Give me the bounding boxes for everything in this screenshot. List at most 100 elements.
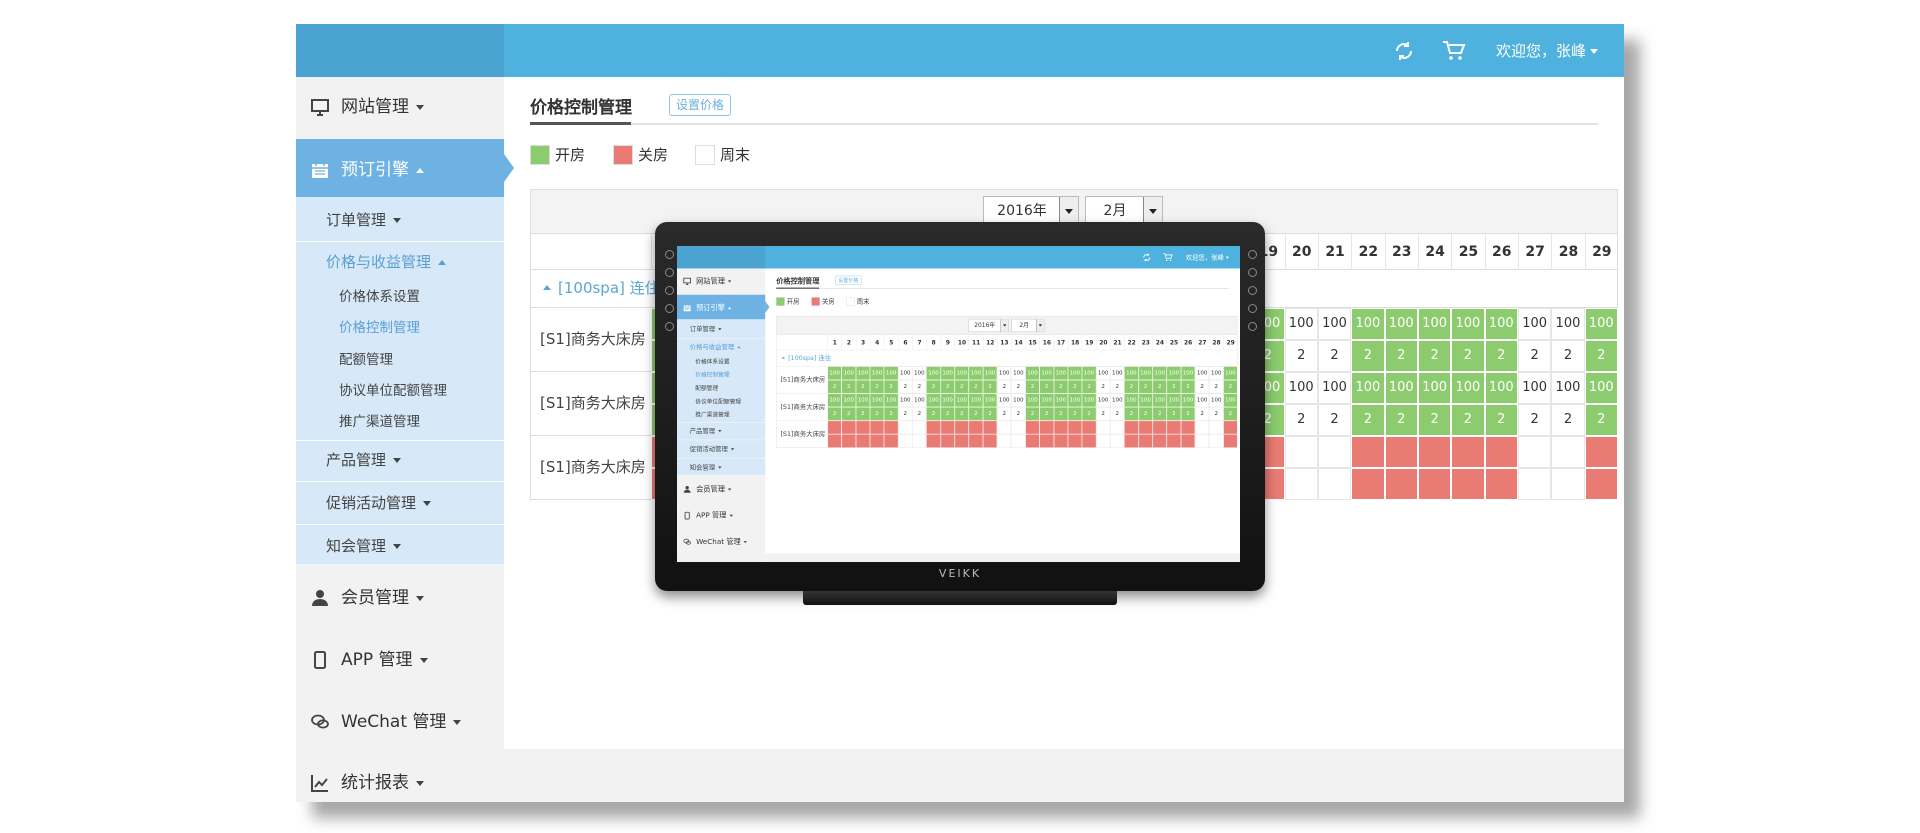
day-cell[interactable]: 2: [1484, 404, 1518, 436]
set-price-button[interactable]: 设置价格: [669, 94, 731, 116]
day-cell[interactable]: 2: [1551, 340, 1585, 372]
day-cell: [1011, 434, 1026, 448]
submenu-link[interactable]: 价格控制管理: [339, 320, 420, 336]
day-cell[interactable]: 2: [1484, 340, 1518, 372]
day-cell[interactable]: 100: [1284, 308, 1318, 340]
day-cell[interactable]: [1351, 436, 1385, 468]
submenu-item[interactable]: 知会管理: [326, 534, 402, 558]
menu-item[interactable]: 会员管理: [341, 583, 424, 613]
menu-label: 价格与收益管理: [326, 253, 432, 271]
day-cell[interactable]: [1517, 468, 1552, 500]
day-cell[interactable]: 100: [1317, 308, 1352, 340]
day-cell[interactable]: 2: [1284, 340, 1318, 372]
day-cell: 100: [898, 366, 913, 380]
day-cell[interactable]: 2: [1351, 404, 1385, 436]
day-cell[interactable]: [1417, 468, 1452, 500]
day-cell[interactable]: [1551, 436, 1585, 468]
day-cell[interactable]: [1484, 468, 1518, 500]
day-cell: 100: [1025, 393, 1040, 408]
menu-item[interactable]: 网站管理: [341, 92, 424, 122]
day-cell[interactable]: 100: [1384, 372, 1418, 404]
day-cell[interactable]: 2: [1384, 340, 1418, 372]
monitor-icon: [683, 277, 691, 286]
menu-item[interactable]: 统计报表: [341, 768, 424, 798]
menu-label: 产品管理: [689, 427, 716, 435]
day-cell[interactable]: [1584, 468, 1618, 500]
day-cell[interactable]: 100: [1317, 372, 1352, 404]
day-cell[interactable]: [1484, 436, 1518, 468]
day-cell: [954, 434, 969, 448]
day-cell[interactable]: [1351, 468, 1385, 500]
day-cell: [1053, 420, 1068, 435]
submenu-link[interactable]: 推广渠道管理: [339, 414, 420, 430]
day-cell[interactable]: [1284, 436, 1318, 468]
day-cell[interactable]: 2: [1417, 340, 1452, 372]
day-cell[interactable]: [1384, 468, 1418, 500]
title-underline: [776, 287, 820, 289]
day-cell[interactable]: 100: [1517, 372, 1552, 404]
day-cell[interactable]: 2: [1517, 340, 1552, 372]
day-cell[interactable]: 100: [1417, 372, 1452, 404]
day-cell[interactable]: 2: [1317, 404, 1352, 436]
submenu-item[interactable]: 产品管理: [326, 448, 402, 472]
submenu-item[interactable]: 价格与收益管理: [326, 250, 447, 274]
month-select[interactable]: 2月: [1085, 196, 1163, 227]
day-cell[interactable]: 2: [1584, 404, 1618, 436]
day-cell[interactable]: 100: [1417, 308, 1452, 340]
submenu-link[interactable]: 协议单位配额管理: [339, 383, 447, 399]
menu-item[interactable]: 预订引擎: [341, 155, 424, 185]
submenu-link[interactable]: 配额管理: [339, 352, 393, 368]
refresh-icon[interactable]: [1392, 39, 1416, 63]
day-cell[interactable]: [1317, 436, 1352, 468]
day-cell[interactable]: 100: [1551, 372, 1585, 404]
day-cell: 2: [1209, 379, 1224, 394]
day-cell[interactable]: [1451, 468, 1485, 500]
day-cell[interactable]: 100: [1584, 308, 1618, 340]
day-cell[interactable]: [1417, 436, 1452, 468]
day-cell[interactable]: 100: [1351, 308, 1385, 340]
submenu-item[interactable]: 促销活动管理: [326, 491, 432, 515]
day-cell: 100: [1067, 393, 1082, 408]
day-cell[interactable]: 2: [1417, 404, 1452, 436]
cart-icon[interactable]: [1441, 38, 1467, 64]
day-cell[interactable]: [1584, 436, 1618, 468]
day-cell[interactable]: [1284, 468, 1318, 500]
day-cell[interactable]: 100: [1517, 308, 1552, 340]
day-cell: [1011, 420, 1026, 435]
menu-item[interactable]: WeChat 管理: [341, 707, 462, 737]
arrow-glyph: [1065, 209, 1073, 214]
submenu-item[interactable]: 订单管理: [326, 208, 402, 232]
day-cell[interactable]: 100: [1284, 372, 1318, 404]
day-cell[interactable]: 100: [1584, 372, 1618, 404]
day-cell[interactable]: [1517, 436, 1552, 468]
day-cell[interactable]: 100: [1484, 308, 1518, 340]
day-cell[interactable]: 2: [1451, 404, 1485, 436]
day-cell[interactable]: 2: [1384, 404, 1418, 436]
day-cell[interactable]: 100: [1451, 372, 1485, 404]
legend-label: 开房: [555, 146, 586, 164]
day-cell: 100: [1081, 366, 1097, 380]
day-cell[interactable]: [1384, 436, 1418, 468]
day-cell[interactable]: 2: [1351, 340, 1385, 372]
year-select[interactable]: 2016年: [983, 196, 1079, 227]
day-cell[interactable]: 100: [1451, 308, 1485, 340]
day-cell: 100: [954, 366, 969, 380]
day-cell[interactable]: 2: [1317, 340, 1352, 372]
day-cell[interactable]: 2: [1451, 340, 1485, 372]
day-cell[interactable]: 100: [1351, 372, 1385, 404]
day-cell[interactable]: 2: [1517, 404, 1552, 436]
day-cell: [1039, 420, 1054, 435]
arrow-glyph: [1149, 209, 1157, 214]
day-cell[interactable]: [1451, 436, 1485, 468]
day-cell[interactable]: 2: [1284, 404, 1318, 436]
day-cell[interactable]: 2: [1551, 404, 1585, 436]
day-cell[interactable]: [1317, 468, 1352, 500]
day-cell[interactable]: 100: [1384, 308, 1418, 340]
menu-item[interactable]: APP 管理: [341, 645, 428, 675]
submenu-link[interactable]: 价格体系设置: [339, 289, 420, 305]
day-cell[interactable]: [1551, 468, 1585, 500]
user-menu[interactable]: 欢迎您，张峰: [1496, 40, 1599, 62]
day-cell[interactable]: 100: [1484, 372, 1518, 404]
day-cell[interactable]: 2: [1584, 340, 1618, 372]
day-cell[interactable]: 100: [1551, 308, 1585, 340]
